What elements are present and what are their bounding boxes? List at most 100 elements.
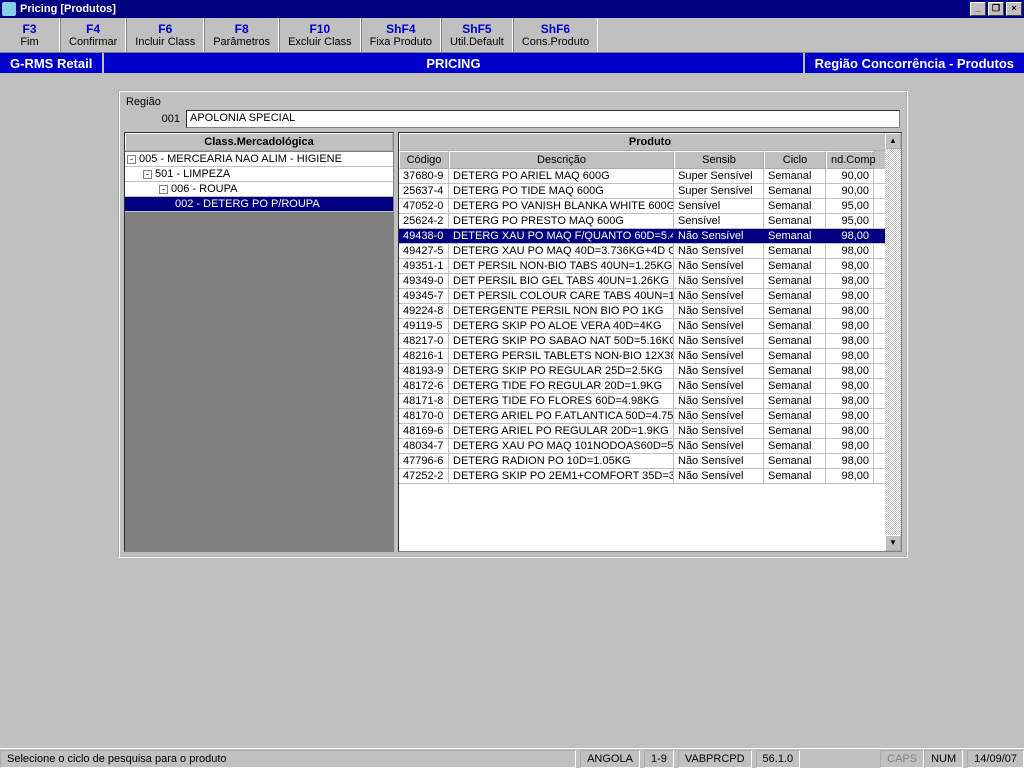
product-table: Código Descrição Sensib Ciclo nd.Comp 37…: [399, 151, 901, 551]
fkey-f8[interactable]: F8Parâmetros: [204, 18, 279, 52]
cell-codigo: 48170-0: [399, 409, 449, 423]
cell-ind: 98,00: [826, 259, 874, 273]
fkey-f10[interactable]: F10Excluir Class: [279, 18, 361, 52]
product-row[interactable]: 49427-5DETERG XAU PO MAQ 40D=3.736KG+4D …: [399, 244, 901, 259]
cell-descricao: DETERG ARIEL PO REGULAR 20D=1.9KG: [449, 424, 674, 438]
tree-node[interactable]: 002 - DETERG PO P/ROUPA: [125, 197, 393, 212]
fkey-label: Fim: [20, 36, 38, 48]
col-ind[interactable]: nd.Comp: [826, 151, 874, 169]
product-row[interactable]: 49119-5DETERG SKIP PO ALOE VERA 40D=4KGN…: [399, 319, 901, 334]
product-row[interactable]: 48169-6DETERG ARIEL PO REGULAR 20D=1.9KG…: [399, 424, 901, 439]
col-sensib[interactable]: Sensib: [674, 151, 764, 169]
status-caps: CAPS: [880, 750, 924, 768]
tree-node[interactable]: -006 - ROUPA: [125, 182, 393, 197]
window-titlebar: Pricing [Produtos] _ ❐ ×: [0, 0, 1024, 18]
product-row[interactable]: 48034-7DETERG XAU PO MAQ 101NODOAS60D=5.…: [399, 439, 901, 454]
product-panel: Produto Código Descrição Sensib Ciclo nd…: [398, 132, 902, 552]
scroll-track[interactable]: [885, 149, 901, 535]
product-row[interactable]: 49349-0DET PERSIL BIO GEL TABS 40UN=1.26…: [399, 274, 901, 289]
fkey-shf5[interactable]: ShF5Util.Default: [441, 18, 513, 52]
product-row[interactable]: 25624-2DETERG PO PRESTO MAQ 600GSensível…: [399, 214, 901, 229]
fkey-shf4[interactable]: ShF4Fixa Produto: [361, 18, 441, 52]
product-row[interactable]: 49438-0DETERG XAU PO MAQ F/QUANTO 60D=5.…: [399, 229, 901, 244]
cell-descricao: DETERG PERSIL TABLETS NON-BIO 12X38G: [449, 349, 674, 363]
cell-ciclo: Semanal: [764, 424, 826, 438]
minimize-button[interactable]: _: [970, 2, 986, 16]
tree-node-label: 005 - MERCEARIA NAO ALIM - HIGIENE: [139, 153, 342, 165]
cell-codigo: 47252-2: [399, 469, 449, 483]
product-row[interactable]: 49224-8DETERGENTE PERSIL NON BIO PO 1KGN…: [399, 304, 901, 319]
close-button[interactable]: ×: [1006, 2, 1022, 16]
product-row[interactable]: 47796-6DETERG RADION PO 10D=1.05KGNão Se…: [399, 454, 901, 469]
cell-sensib: Não Sensível: [674, 229, 764, 243]
cell-ind: 98,00: [826, 244, 874, 258]
scroll-down-button[interactable]: ▼: [885, 535, 901, 551]
col-ciclo[interactable]: Ciclo: [764, 151, 826, 169]
scroll-up-button[interactable]: ▲: [885, 133, 901, 149]
cell-codigo: 48034-7: [399, 439, 449, 453]
cell-sensib: Sensível: [674, 199, 764, 213]
cell-ind: 98,00: [826, 394, 874, 408]
tree-toggle-icon[interactable]: -: [143, 170, 152, 179]
product-row[interactable]: 47252-2DETERG SKIP PO 2EM1+COMFORT 35D=3…: [399, 469, 901, 484]
product-row[interactable]: 48217-0DETERG SKIP PO SABAO NAT 50D=5.16…: [399, 334, 901, 349]
cell-codigo: 49345-7: [399, 289, 449, 303]
product-row[interactable]: 37680-9DETERG PO ARIEL MAQ 600GSuper Sen…: [399, 169, 901, 184]
region-name-input[interactable]: APOLONIA SPECIAL: [186, 110, 900, 128]
work-area: Região 001 APOLONIA SPECIAL Class.Mercad…: [118, 90, 908, 558]
cell-descricao: DET PERSIL COLOUR CARE TABS 40UN=1.16K: [449, 289, 674, 303]
cell-sensib: Não Sensível: [674, 439, 764, 453]
product-table-body[interactable]: 37680-9DETERG PO ARIEL MAQ 600GSuper Sen…: [399, 169, 901, 484]
product-row[interactable]: 48193-9DETERG SKIP PO REGULAR 25D=2.5KGN…: [399, 364, 901, 379]
status-message: Selecione o ciclo de pesquisa para o pro…: [0, 750, 576, 768]
product-row[interactable]: 47052-0DETERG PO VANISH BLANKA WHITE 600…: [399, 199, 901, 214]
product-row[interactable]: 49345-7DET PERSIL COLOUR CARE TABS 40UN=…: [399, 289, 901, 304]
class-tree[interactable]: -005 - MERCEARIA NAO ALIM - HIGIENE-501 …: [125, 151, 393, 551]
cell-ciclo: Semanal: [764, 214, 826, 228]
tree-node-label: 501 - LIMPEZA: [155, 168, 230, 180]
tree-node[interactable]: -501 - LIMPEZA: [125, 167, 393, 182]
status-date: 14/09/07: [967, 750, 1024, 768]
fkey-label: Cons.Produto: [522, 36, 589, 48]
cell-descricao: DETERG XAU PO MAQ 101NODOAS60D=5.4G: [449, 439, 674, 453]
cell-ciclo: Semanal: [764, 259, 826, 273]
cell-sensib: Não Sensível: [674, 454, 764, 468]
product-row[interactable]: 48170-0DETERG ARIEL PO F.ATLANTICA 50D=4…: [399, 409, 901, 424]
cell-descricao: DETERG PO PRESTO MAQ 600G: [449, 214, 674, 228]
cell-sensib: Não Sensível: [674, 304, 764, 318]
cell-descricao: DETERG XAU PO MAQ 40D=3.736KG+4D GRT: [449, 244, 674, 258]
class-tree-panel: Class.Mercadológica -005 - MERCEARIA NAO…: [124, 132, 394, 552]
product-row[interactable]: 49351-1DET PERSIL NON-BIO TABS 40UN=1.25…: [399, 259, 901, 274]
cell-ind: 98,00: [826, 289, 874, 303]
cell-sensib: Não Sensível: [674, 289, 764, 303]
tree-node[interactable]: -005 - MERCEARIA NAO ALIM - HIGIENE: [125, 152, 393, 167]
tree-toggle-icon[interactable]: -: [159, 185, 168, 194]
cell-sensib: Não Sensível: [674, 244, 764, 258]
cell-ind: 98,00: [826, 379, 874, 393]
product-scrollbar[interactable]: ▲ ▼: [885, 133, 901, 551]
fkey-f3[interactable]: F3Fim: [0, 18, 60, 52]
cell-ciclo: Semanal: [764, 229, 826, 243]
fkey-f6[interactable]: F6Incluir Class: [126, 18, 204, 52]
cell-sensib: Não Sensível: [674, 424, 764, 438]
fkey-f4[interactable]: F4Confirmar: [60, 18, 126, 52]
maximize-button[interactable]: ❐: [988, 2, 1004, 16]
cell-descricao: DETERG SKIP PO SABAO NAT 50D=5.16KG: [449, 334, 674, 348]
cell-ciclo: Semanal: [764, 244, 826, 258]
col-codigo[interactable]: Código: [399, 151, 449, 169]
product-panel-header: Produto: [399, 133, 901, 151]
cell-ciclo: Semanal: [764, 334, 826, 348]
tree-node-label: 006 - ROUPA: [171, 183, 237, 195]
fkey-shf6[interactable]: ShF6Cons.Produto: [513, 18, 598, 52]
product-row[interactable]: 25637-4DETERG PO TIDE MAQ 600GSuper Sens…: [399, 184, 901, 199]
product-row[interactable]: 48172-6DETERG TIDE FO REGULAR 20D=1.9KGN…: [399, 379, 901, 394]
col-descricao[interactable]: Descrição: [449, 151, 674, 169]
cell-ind: 98,00: [826, 304, 874, 318]
cell-sensib: Sensível: [674, 214, 764, 228]
cell-sensib: Não Sensível: [674, 364, 764, 378]
product-row[interactable]: 48216-1DETERG PERSIL TABLETS NON-BIO 12X…: [399, 349, 901, 364]
window-title: Pricing [Produtos]: [20, 3, 116, 15]
tree-toggle-icon[interactable]: -: [127, 155, 136, 164]
cell-ind: 98,00: [826, 424, 874, 438]
product-row[interactable]: 48171-8DETERG TIDE FO FLORES 60D=4.98KGN…: [399, 394, 901, 409]
